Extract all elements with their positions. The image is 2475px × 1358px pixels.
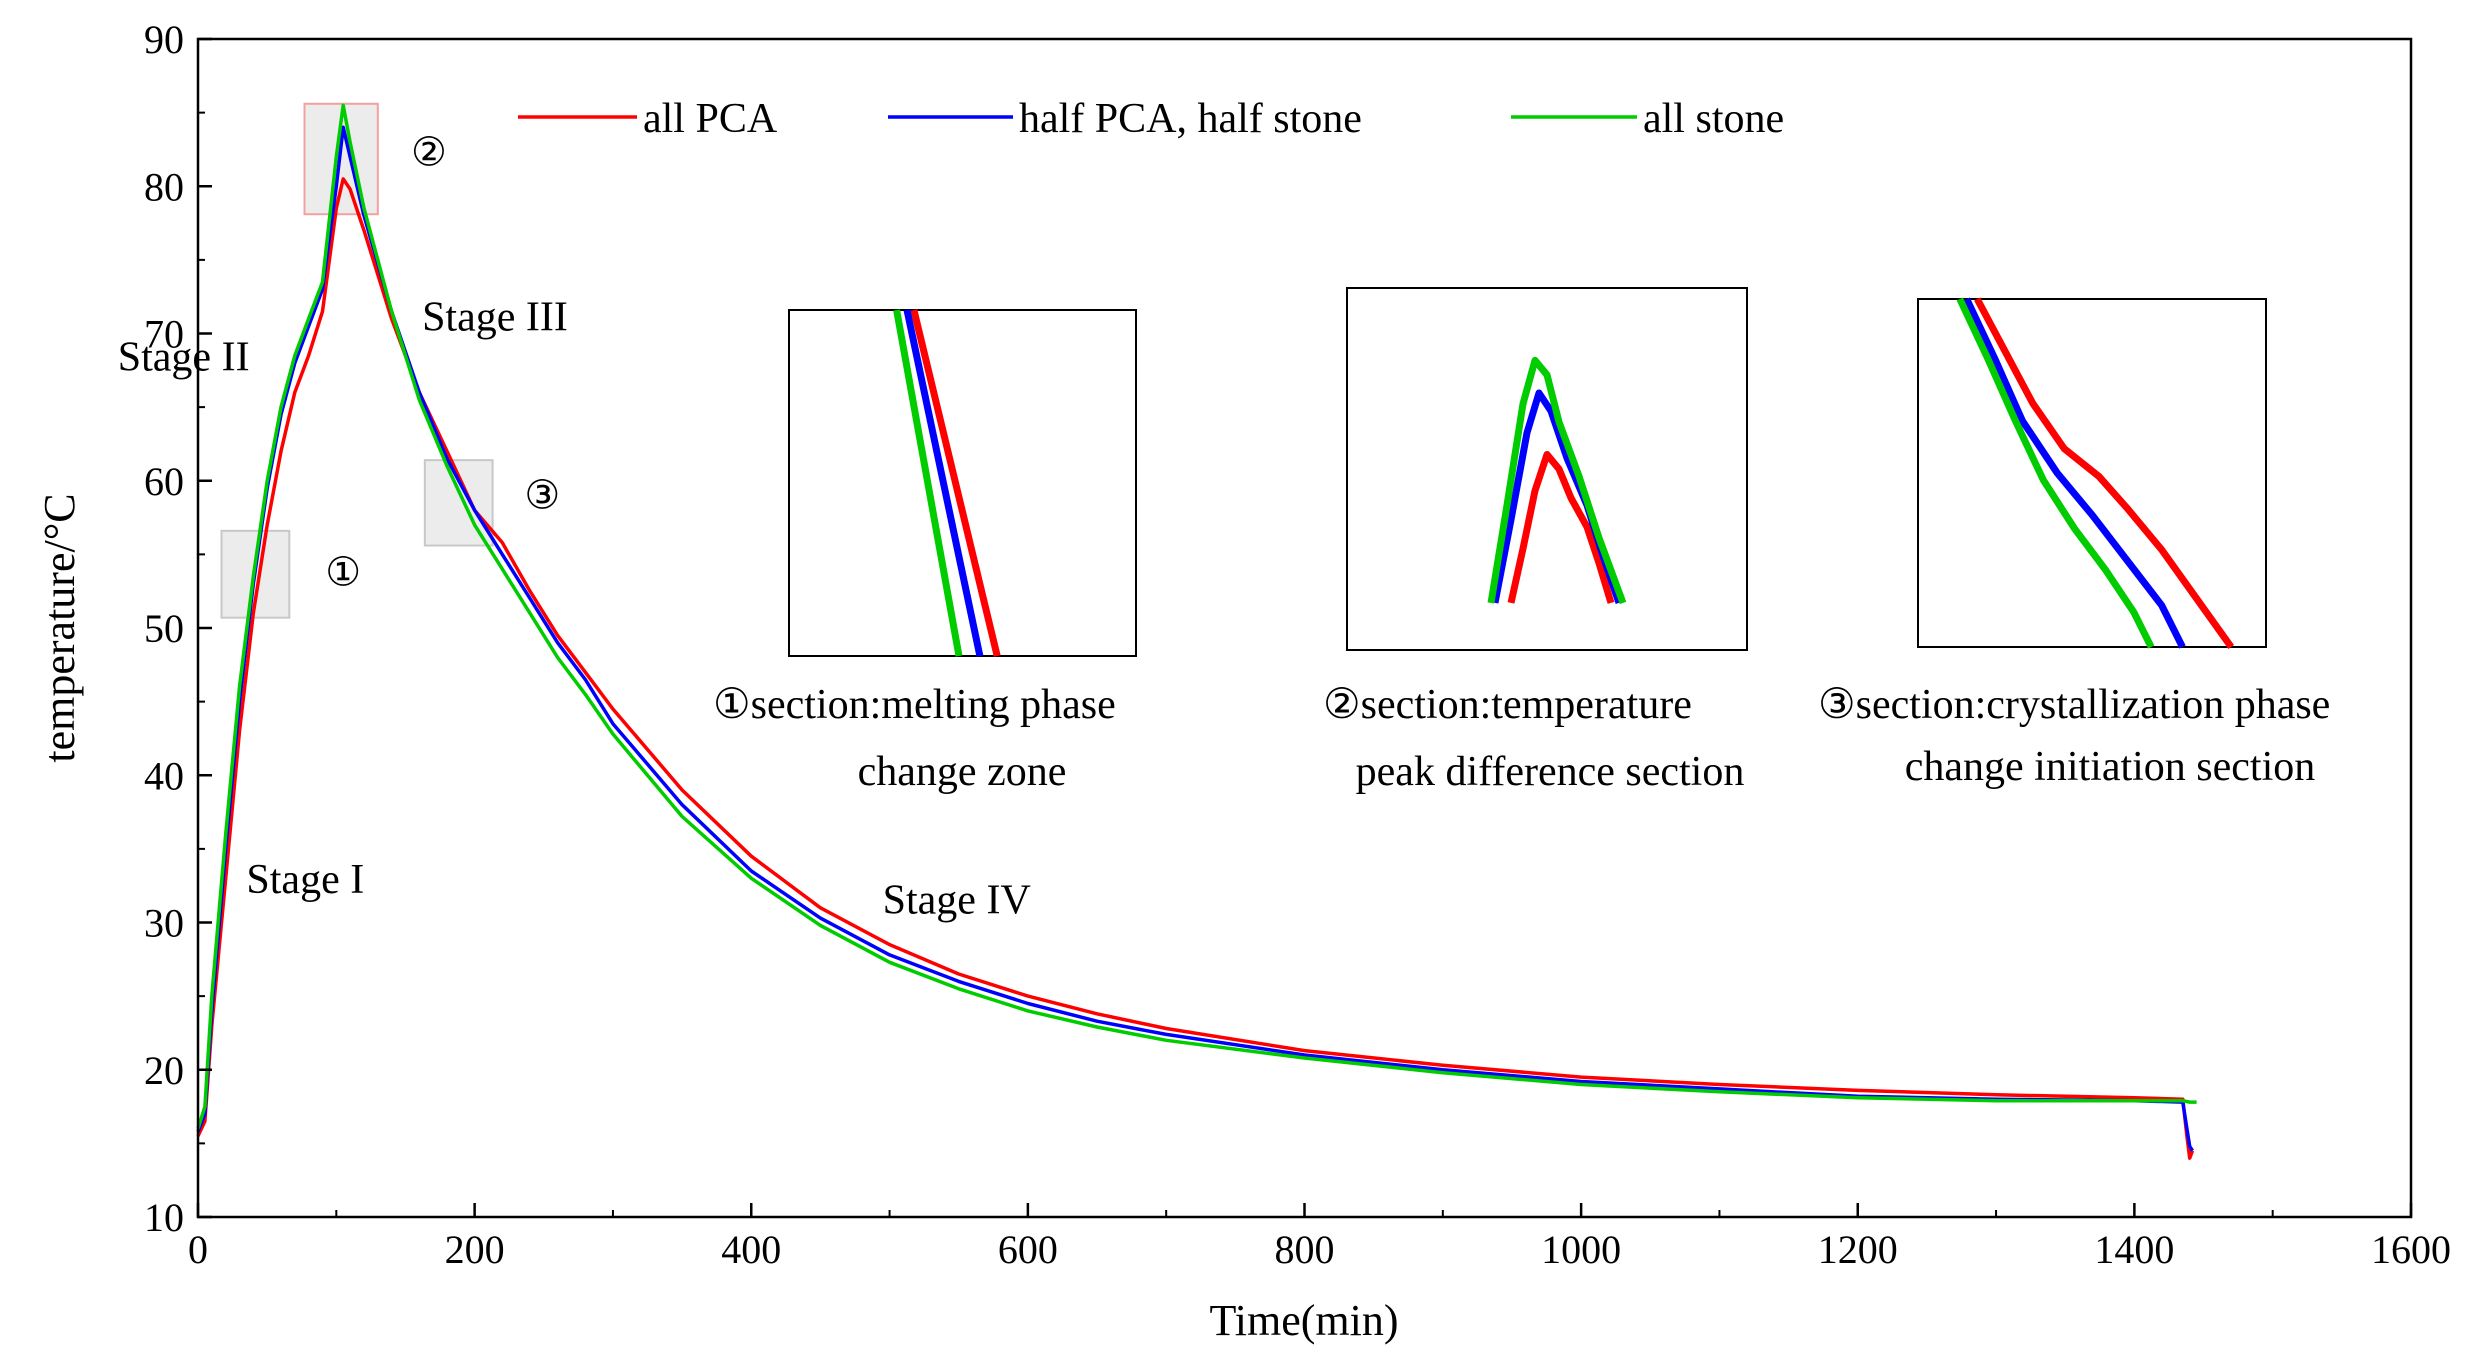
series-line-3 [196,103,2197,1130]
inset-3-line-1 [1974,297,2235,650]
y-tick-label: 10 [144,1195,184,1240]
inset-frame-2 [1346,287,1748,651]
inset-3-line-3 [1956,297,2155,649]
y-tick-label: 90 [144,17,184,62]
x-tick-label: 800 [1275,1227,1335,1272]
x-tick-label: 1200 [1818,1227,1898,1272]
series-line-1 [196,177,2195,1160]
inset-3: ③section:crystallization phase change ini… [1818,297,2330,790]
inset-1-line-1 [910,309,1001,657]
x-tick-label: 1000 [1541,1227,1621,1272]
x-tick-label: 0 [188,1227,208,1272]
stage-annotation-1: Stage I [246,857,364,903]
inset-caption-line2-2: peak difference section [1356,749,1745,795]
y-axis-label: temperature/°C [35,493,84,762]
inset-1-line-3 [893,309,963,657]
y-tick-label: 60 [144,459,184,504]
inset-1-line-2 [903,309,984,657]
inset-2: ②section:temperature peak difference sect… [1323,287,1748,795]
inset-1: ①section:melting phase change zone [713,309,1137,795]
stage-annotation-3: Stage III [422,295,568,341]
inset-2-line-1 [1507,451,1615,604]
inset-caption-line2-1: change zone [858,749,1067,795]
y-tick-label: 30 [144,901,184,946]
stage-annotation-4: Stage IV [883,878,1031,924]
legend-label-3: all stone [1643,96,1784,142]
inset-caption-line1-3: ③section:crystallization phase [1818,682,2330,728]
axis-ticks [196,37,2413,1219]
axis-tick-labels: 0 200 400 600 800 1000 1200 1400 1600 10 20 30 40 50 6… [144,17,2451,1272]
inset-frame-1 [788,309,1137,657]
zoom-insets: ①section:melting phase change zone ②sectio… [713,287,2330,795]
stage-annotations: Stage I Stage II Stage III Stage IV [118,295,1031,924]
x-tick-label: 400 [721,1227,781,1272]
inset-2-line-3 [1487,356,1627,605]
y-tick-label: 20 [144,1048,184,1093]
y-tick-label: 40 [144,753,184,798]
x-axis-label: Time(min) [1209,1296,1398,1345]
y-tick-label: 50 [144,606,184,651]
section-marker-label-1: ① [325,549,361,594]
x-tick-label: 200 [445,1227,505,1272]
x-tick-label: 1400 [2094,1227,2174,1272]
x-tick-label: 600 [998,1227,1058,1272]
section-marker-labels: ① ② ③ [325,130,560,595]
y-tick-label: 70 [144,312,184,357]
inset-caption-line1-1: ①section:melting phase [713,682,1116,728]
stage-annotation-2: Stage II [118,334,250,380]
legend-label-2: half PCA, half stone [1019,96,1362,142]
x-tick-label: 1600 [2371,1227,2451,1272]
legend: all PCA half PCA, half stone all stone [518,96,1784,142]
inset-3-line-2 [1963,297,2186,649]
series-layer [196,103,2197,1160]
inset-caption-line1-2: ②section:temperature [1323,682,1692,728]
inset-caption-line2-3: change initiation section [1905,744,2316,790]
section-marker-label-2: ② [411,130,447,175]
section-marker-label-3: ③ [524,473,560,518]
y-tick-label: 80 [144,164,184,209]
legend-label-1: all PCA [643,96,778,142]
